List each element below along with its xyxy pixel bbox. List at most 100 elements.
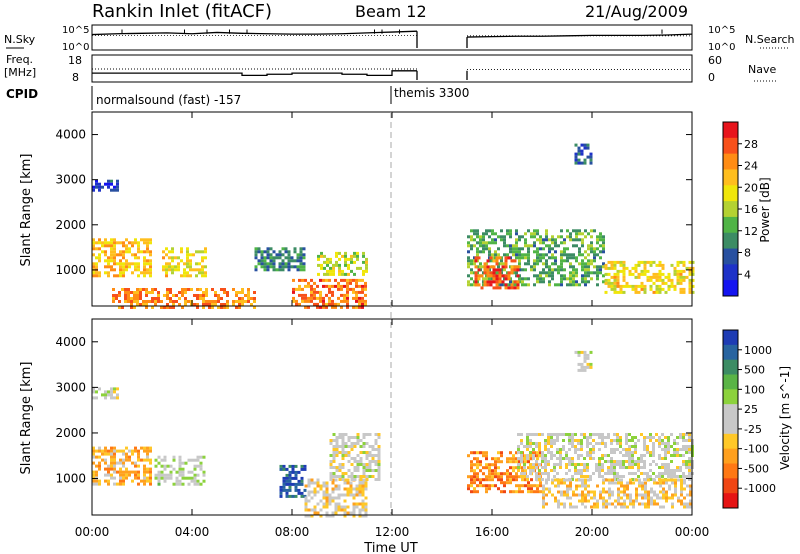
heat-cell (533, 274, 536, 278)
heat-cell (174, 268, 177, 272)
heat-cell (294, 488, 298, 492)
heat-cell (125, 446, 128, 450)
heat-cell (584, 256, 587, 260)
heat-cell (626, 487, 629, 491)
heat-cell (340, 505, 344, 509)
heat-cell (559, 457, 562, 460)
heat-cell (520, 433, 523, 436)
heat-cell (299, 262, 303, 266)
heat-cell (133, 291, 136, 294)
heat-cell (196, 458, 200, 462)
heat-cell (689, 487, 692, 491)
heat-cell (551, 238, 554, 242)
heat-cell (196, 464, 200, 468)
heat-cell (500, 460, 503, 464)
heat-cell (613, 275, 617, 279)
heat-cell (557, 499, 560, 503)
heat-cell (320, 263, 323, 267)
x-tick-label: 20:00 (575, 525, 610, 539)
heat-cell (113, 259, 116, 263)
heat-cell (593, 247, 596, 251)
heat-cell (253, 291, 256, 294)
heat-cell (169, 476, 173, 480)
heat-cell (682, 460, 685, 463)
heat-cell (470, 481, 473, 485)
heat-cell (619, 466, 622, 469)
heat-cell (589, 448, 592, 451)
heat-cell (613, 260, 617, 264)
heat-cell (610, 472, 613, 475)
heat-cell (118, 291, 121, 294)
heat-cell (616, 272, 620, 276)
heat-cell (566, 493, 569, 497)
heat-cell (310, 508, 314, 512)
heat-cell (659, 481, 662, 485)
heat-cell (116, 179, 119, 183)
heat-cell (557, 283, 560, 287)
heat-cell (294, 470, 298, 474)
heat-cell (149, 458, 152, 462)
colorbar-swatch (723, 216, 738, 234)
heat-cell (113, 470, 116, 474)
heat-cell (559, 463, 562, 466)
heat-cell (346, 302, 349, 306)
heat-cell (683, 496, 686, 500)
heat-cell (146, 470, 149, 474)
heat-cell (347, 263, 350, 267)
heat-cell (668, 478, 671, 482)
heat-cell (670, 284, 674, 288)
heat-cell (655, 284, 659, 288)
heat-cell (619, 284, 623, 288)
heat-cell (617, 487, 620, 491)
heat-cell (358, 508, 362, 512)
noise-ytick-bottom-right: 10^0 (708, 42, 735, 53)
heat-cell (542, 484, 545, 488)
heat-cell (607, 281, 611, 285)
heat-cell (563, 493, 566, 497)
heat-cell (260, 265, 264, 269)
heat-cell (625, 466, 628, 469)
heat-cell (122, 250, 125, 254)
heat-cell (655, 287, 659, 291)
heat-cell (504, 286, 508, 290)
heat-cell (575, 259, 578, 263)
range-ytick-label: 4000 (55, 335, 86, 349)
heat-cell (377, 448, 381, 451)
heat-cell (113, 247, 116, 251)
heat-cell (530, 484, 533, 488)
heat-cell (328, 287, 331, 291)
heat-cell (217, 300, 220, 303)
heat-cell (186, 247, 189, 251)
cpid-label: CPID (6, 87, 38, 101)
heat-cell (349, 484, 353, 488)
heat-cell (180, 274, 183, 278)
heat-cell (467, 241, 470, 245)
heat-cell (640, 460, 643, 463)
heat-cell (346, 299, 349, 303)
heat-cell (583, 475, 586, 478)
heat-cell (527, 484, 530, 488)
heat-cell (574, 448, 577, 451)
heat-cell (674, 493, 677, 497)
heat-cell (186, 262, 189, 266)
heat-cell (483, 268, 487, 272)
heat-cell (538, 445, 541, 448)
heat-cell (95, 449, 98, 453)
heat-cell (674, 478, 677, 482)
heat-cell (172, 455, 176, 459)
heat-cell (92, 238, 95, 242)
heat-cell (337, 496, 341, 500)
heat-cell (665, 490, 668, 494)
heat-cell (640, 272, 644, 276)
heat-cell (184, 291, 187, 294)
heat-cell (590, 247, 593, 251)
heat-cell (479, 484, 482, 488)
heat-cell (482, 277, 485, 281)
heat-cell (547, 472, 550, 475)
heat-cell (512, 475, 515, 479)
heat-cell (592, 457, 595, 460)
heat-cell (674, 481, 677, 485)
heat-cell (98, 479, 101, 483)
heat-cell (604, 272, 608, 276)
heat-cell (476, 451, 479, 455)
